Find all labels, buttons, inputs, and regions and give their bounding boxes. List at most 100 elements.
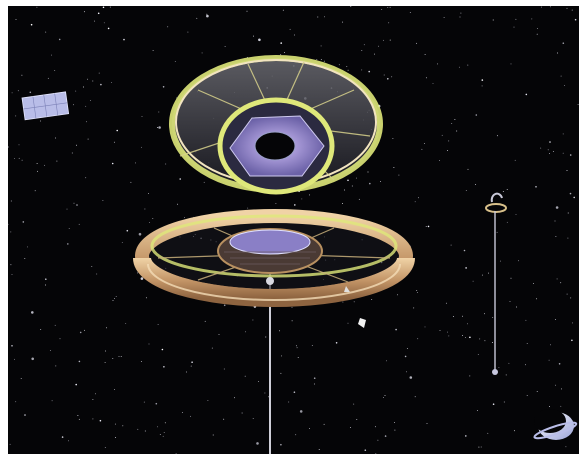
star (496, 231, 498, 233)
star (66, 208, 68, 210)
star (71, 152, 73, 154)
star (371, 298, 373, 300)
star (51, 400, 53, 402)
star (465, 190, 467, 192)
star (56, 160, 58, 162)
star (382, 39, 384, 41)
star (97, 12, 100, 15)
star (82, 86, 84, 88)
star (68, 227, 70, 229)
star (24, 414, 26, 416)
star (386, 360, 387, 362)
star (102, 6, 105, 9)
star (556, 278, 558, 280)
star (387, 78, 389, 80)
star (492, 19, 494, 21)
star (536, 27, 538, 29)
star (535, 186, 537, 188)
star (355, 177, 357, 179)
star (369, 182, 371, 185)
star (295, 345, 297, 347)
star (569, 192, 572, 195)
solar-panel-satellite (21, 91, 70, 121)
star (223, 418, 225, 420)
star (223, 304, 226, 307)
star (577, 104, 579, 106)
star (18, 144, 20, 146)
star (445, 302, 447, 304)
star (374, 53, 375, 55)
star (8, 223, 9, 225)
star (450, 244, 452, 246)
star (456, 130, 458, 132)
star (475, 114, 478, 116)
star (506, 221, 508, 223)
star (525, 93, 528, 96)
star (241, 412, 243, 414)
star (104, 362, 106, 364)
star (353, 301, 355, 303)
star (282, 9, 284, 11)
star (383, 74, 385, 76)
star (309, 194, 311, 196)
star (560, 282, 562, 284)
star (533, 282, 534, 284)
star (265, 336, 267, 338)
star (448, 140, 450, 142)
star (167, 26, 169, 28)
star (562, 133, 564, 135)
star (14, 358, 15, 360)
star (162, 435, 164, 437)
star (15, 115, 17, 117)
star (61, 436, 64, 438)
space-illustration (8, 6, 579, 454)
star (10, 264, 12, 266)
star (54, 69, 56, 71)
star (11, 273, 13, 275)
star (409, 12, 411, 13)
star (356, 419, 358, 420)
star (144, 430, 146, 432)
star (375, 453, 377, 454)
star (398, 174, 400, 176)
star (253, 35, 254, 37)
star (540, 147, 542, 149)
star (122, 425, 124, 427)
star (547, 149, 549, 151)
star (368, 70, 371, 73)
star (323, 60, 325, 62)
star (140, 277, 144, 280)
star (126, 229, 129, 232)
star (280, 372, 282, 374)
star (247, 207, 249, 209)
star (552, 151, 554, 153)
star (425, 226, 427, 227)
star (137, 272, 139, 274)
star (75, 383, 77, 386)
star (27, 246, 28, 248)
star (567, 212, 569, 214)
star (367, 171, 369, 173)
star (73, 104, 75, 106)
star (145, 297, 147, 299)
star (89, 99, 91, 101)
star (76, 144, 77, 146)
star (114, 298, 116, 300)
star (561, 388, 562, 390)
star (540, 6, 542, 8)
star (94, 20, 96, 22)
star (452, 316, 454, 317)
star (294, 204, 296, 206)
star (388, 22, 390, 24)
star (413, 307, 415, 309)
upper-habitat-ring (169, 55, 383, 195)
star (481, 274, 483, 276)
star (320, 45, 322, 47)
star (550, 344, 551, 346)
star (152, 49, 154, 51)
star (570, 297, 572, 299)
star (125, 322, 127, 324)
star (318, 449, 320, 450)
star (21, 159, 23, 161)
star (513, 26, 515, 28)
